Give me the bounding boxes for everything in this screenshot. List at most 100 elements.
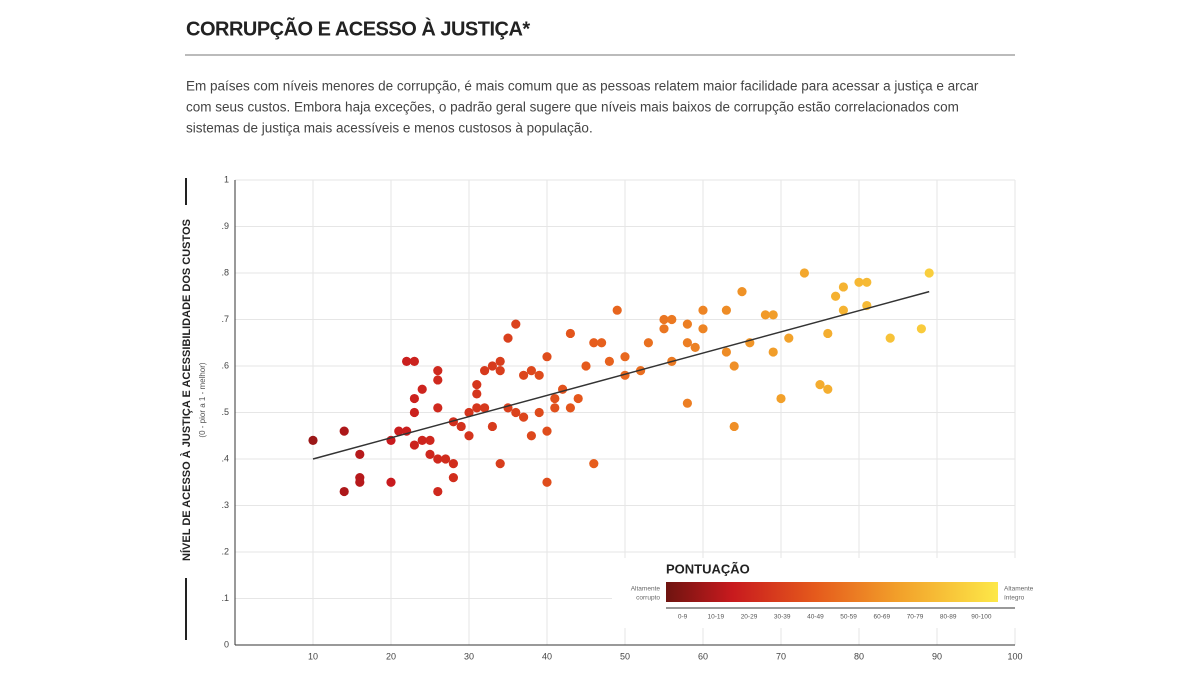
point <box>682 338 693 348</box>
point <box>698 305 708 315</box>
point <box>760 310 771 320</box>
point <box>885 333 895 343</box>
point <box>386 477 396 487</box>
y-tick-label: .1 <box>221 593 229 603</box>
x-tick-label: 40 <box>542 651 552 661</box>
point <box>831 291 841 301</box>
point <box>823 384 833 394</box>
y-tick-label: .6 <box>221 360 229 370</box>
point <box>534 407 544 418</box>
point <box>308 435 318 445</box>
point <box>565 328 576 339</box>
point <box>409 356 419 366</box>
point <box>737 287 747 297</box>
point <box>464 431 474 441</box>
point <box>495 459 505 469</box>
point <box>698 324 708 334</box>
subtitle: sistemas de justiça mais acessíveis e me… <box>186 121 593 136</box>
point <box>768 347 778 357</box>
point <box>402 356 412 366</box>
y-axis-note: (0 - pior a 1 - melhor) <box>198 362 207 437</box>
point <box>643 338 654 348</box>
point <box>472 389 482 399</box>
point <box>550 403 560 413</box>
y-axis-label: NÍVEL DE ACESSO À JUSTIÇA E ACESSIBILIDA… <box>180 219 193 561</box>
y-tick-label: .9 <box>221 221 229 231</box>
point <box>355 449 365 459</box>
y-tick-label: .3 <box>221 500 229 510</box>
legend-bin-label: 90-100 <box>971 614 992 621</box>
point <box>495 366 505 376</box>
point <box>480 366 490 376</box>
point <box>503 333 513 343</box>
point <box>612 305 622 315</box>
point <box>604 356 615 366</box>
x-tick-label: 90 <box>932 651 942 661</box>
point <box>667 314 677 325</box>
legend-title: PONTUAÇÃO <box>666 561 750 576</box>
point <box>729 361 739 371</box>
point <box>776 393 786 404</box>
point <box>433 403 443 413</box>
x-tick-label: 20 <box>386 651 396 661</box>
point <box>417 435 427 445</box>
point <box>815 380 825 390</box>
point <box>823 328 833 339</box>
point <box>690 342 700 352</box>
point <box>924 268 934 278</box>
point <box>339 426 349 436</box>
y-tick-label: 1 <box>224 174 229 184</box>
point <box>339 486 349 497</box>
x-tick-label: 60 <box>698 651 708 661</box>
point <box>597 338 607 348</box>
point <box>862 277 872 287</box>
point <box>464 407 474 418</box>
point <box>409 393 419 404</box>
point <box>487 421 497 432</box>
point <box>916 324 927 334</box>
point <box>784 333 794 343</box>
point <box>394 426 404 436</box>
y-tick-label: 0 <box>224 639 229 649</box>
legend-bin-label: 80-89 <box>940 614 957 621</box>
point <box>854 277 864 287</box>
point <box>487 361 497 371</box>
point <box>550 393 560 404</box>
point <box>417 384 427 394</box>
point <box>425 449 435 459</box>
x-tick-label: 30 <box>464 651 474 661</box>
trend-line <box>312 290 930 460</box>
subtitle: Em países com níveis menores de corrupçã… <box>186 79 979 94</box>
legend-bin-label: 30-39 <box>774 614 791 621</box>
point <box>565 403 576 413</box>
x-tick-label: 10 <box>308 651 318 661</box>
legend-bin-label: 0-9 <box>678 614 688 621</box>
point <box>589 338 599 348</box>
y-tick-label: .5 <box>221 407 229 417</box>
point <box>456 421 466 432</box>
point <box>511 407 521 418</box>
subtitle: com seus custos. Embora haja exceções, o… <box>186 100 959 115</box>
point <box>526 431 537 441</box>
point <box>682 319 693 329</box>
point <box>433 454 443 464</box>
point <box>573 393 583 404</box>
point <box>542 477 552 487</box>
point <box>768 310 778 320</box>
point <box>729 421 739 432</box>
legend-gradient <box>666 582 998 602</box>
x-tick-label: 50 <box>620 651 630 661</box>
point <box>534 370 544 380</box>
point <box>659 314 669 325</box>
x-tick-label: 70 <box>776 651 786 661</box>
point <box>542 426 552 436</box>
point <box>581 361 591 371</box>
point <box>838 282 849 292</box>
y-tick-label: .2 <box>221 546 229 556</box>
point <box>425 435 435 445</box>
point <box>472 380 482 390</box>
point <box>519 412 529 422</box>
legend-low-label: corrupto <box>636 595 660 602</box>
